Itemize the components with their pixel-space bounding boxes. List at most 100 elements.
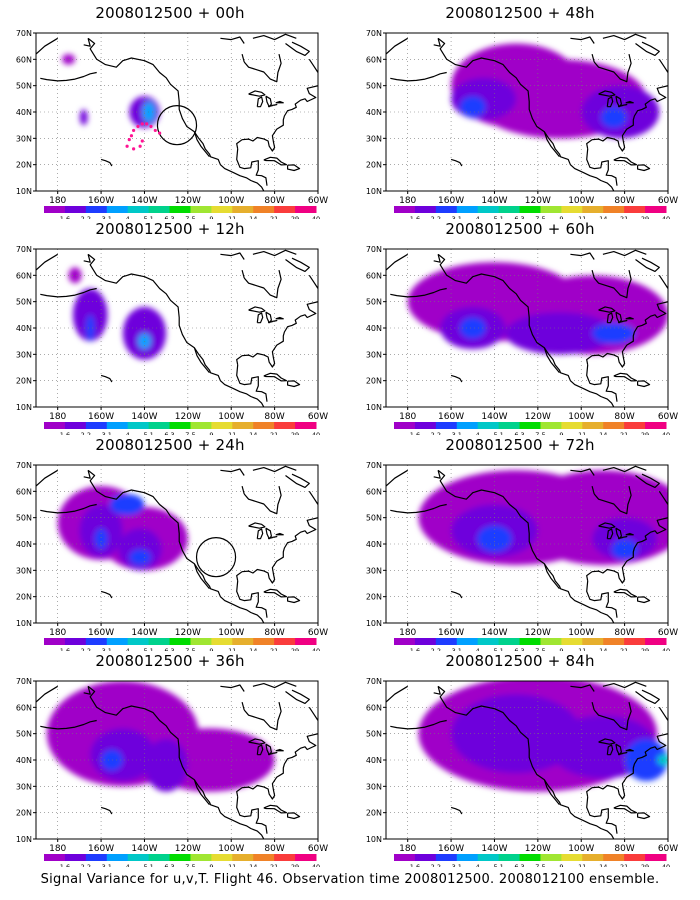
- colorbar-label: 9: [559, 863, 563, 867]
- colorbar-swatch: [211, 854, 233, 861]
- colorbar-swatch: [394, 638, 416, 645]
- colorbar-label: 14: [599, 215, 607, 219]
- coastlines: [386, 465, 668, 623]
- colorbar-swatch: [414, 854, 437, 861]
- colorbar-swatch: [582, 206, 604, 213]
- colorbar-swatch: [85, 422, 108, 429]
- lon-tick-label: 80W: [614, 628, 634, 638]
- lat-tick-label: 10N: [366, 403, 382, 412]
- lon-tick-label: 160W: [88, 196, 114, 206]
- colorbar-swatch: [64, 854, 87, 861]
- colorbar-swatch: [44, 206, 66, 213]
- lon-tick-label: 80W: [264, 628, 284, 638]
- variance-contour: [600, 106, 627, 128]
- colorbar-label: 21: [620, 431, 628, 435]
- colorbar-swatch: [624, 422, 646, 429]
- colorbar-label: 1.6: [60, 431, 70, 435]
- colorbar-swatch: [64, 422, 87, 429]
- lon-tick-label: 140W: [481, 844, 507, 854]
- colorbar-swatch: [44, 854, 66, 861]
- colorbar-label: 6.3: [164, 863, 174, 867]
- colorbar-swatch: [169, 638, 191, 645]
- forecast-panel-12h: 2008012500 + 12h 10N 20N 30N 40N 50N 60N 70N 180…: [0, 220, 340, 436]
- coastlines: [36, 33, 318, 191]
- lat-tick-label: 20N: [16, 161, 32, 170]
- lat-tick-label: 60N: [366, 55, 382, 64]
- colorbar-label: 14: [599, 647, 607, 651]
- forecast-panel-84h: 2008012500 + 84h 10N 20N 30N 40N 50N 60N 70N 180…: [350, 652, 690, 868]
- colorbar-label: 9: [559, 431, 563, 435]
- lon-tick-label: 140W: [131, 844, 157, 854]
- colorbar: 1.6 2.2 3.1 4 5.1 6.3 7.5 9 11 14 21 29 40: [44, 206, 320, 219]
- lat-tick-label: 20N: [16, 377, 32, 386]
- colorbar-label: 29: [291, 215, 299, 219]
- lon-tick-label: 80W: [264, 844, 284, 854]
- lon-tick-label: 60W: [658, 844, 678, 854]
- colorbar-swatch: [477, 638, 500, 645]
- colorbar: 1.6 2.2 3.1 4 5.1 6.3 7.5 9 11 14 21 29 40: [44, 638, 320, 651]
- lat-tick-label: 40N: [16, 108, 32, 117]
- colorbar-swatch: [148, 422, 171, 429]
- variance-contour: [109, 493, 145, 516]
- colorbar-label: 3.1: [452, 647, 462, 651]
- colorbar-swatch: [561, 854, 583, 861]
- colorbar-swatch: [85, 206, 108, 213]
- lon-tick-label: 160W: [438, 628, 464, 638]
- colorbar-swatch: [295, 206, 317, 213]
- colorbar-label: 11: [578, 863, 586, 867]
- colorbar-label: 7.5: [535, 647, 545, 651]
- lon-tick-label: 80W: [614, 844, 634, 854]
- colorbar-label: 3.1: [452, 215, 462, 219]
- lat-tick-label: 30N: [16, 350, 32, 359]
- flight-track-point: [138, 144, 142, 148]
- flight-track-point: [129, 134, 134, 138]
- lon-tick-label: 120W: [525, 412, 551, 422]
- lat-tick-label: 50N: [16, 82, 32, 91]
- variance-contour: [101, 749, 123, 771]
- colorbar-swatch: [645, 854, 667, 861]
- colorbar-swatch: [603, 422, 625, 429]
- colorbar-label: 4: [476, 647, 480, 651]
- colorbar-swatch: [456, 854, 479, 861]
- lon-tick-label: 80W: [264, 412, 284, 422]
- colorbar-label: 1.6: [410, 647, 420, 651]
- colorbar-swatch: [624, 206, 646, 213]
- variance-contour: [79, 109, 88, 126]
- colorbar-swatch: [394, 854, 416, 861]
- lat-tick-label: 20N: [366, 809, 382, 818]
- colorbar-swatch: [127, 206, 150, 213]
- colorbar: 1.6 2.2 3.1 4 5.1 6.3 7.5 9 11 14 21 29 40: [394, 422, 670, 435]
- lon-tick-label: 80W: [614, 196, 634, 206]
- colorbar-swatch: [64, 638, 87, 645]
- colorbar-label: 4: [126, 863, 130, 867]
- colorbar-swatch: [414, 422, 437, 429]
- lat-tick-label: 60N: [16, 487, 32, 496]
- lat-tick-label: 50N: [366, 82, 382, 91]
- lat-tick-label: 30N: [16, 134, 32, 143]
- colorbar-label: 1.6: [60, 215, 70, 219]
- colorbar-label: 6.3: [164, 647, 174, 651]
- colorbar-swatch: [498, 854, 521, 861]
- colorbar-swatch: [394, 422, 416, 429]
- lon-tick-label: 160W: [88, 844, 114, 854]
- colorbar-swatch: [44, 638, 66, 645]
- colorbar-swatch: [498, 206, 521, 213]
- flight-track-point: [136, 124, 140, 129]
- colorbar-label: 5.1: [493, 863, 503, 867]
- lat-tick-label: 50N: [16, 298, 32, 307]
- colorbar-label: 2.2: [81, 863, 91, 867]
- colorbar-label: 5.1: [143, 863, 153, 867]
- colorbar-label: 1.6: [410, 863, 420, 867]
- colorbar-swatch: [85, 854, 108, 861]
- lon-tick-label: 120W: [525, 844, 551, 854]
- flight-track-point: [127, 138, 131, 142]
- colorbar-label: 2.2: [81, 647, 91, 651]
- panel-title: 2008012500 + 72h: [445, 436, 595, 454]
- colorbar-swatch: [603, 854, 625, 861]
- colorbar-swatch: [456, 422, 479, 429]
- colorbar-swatch: [232, 422, 254, 429]
- colorbar-label: 4: [476, 431, 480, 435]
- colorbar-label: 4: [126, 215, 130, 219]
- colorbar-swatch: [295, 638, 317, 645]
- colorbar-swatch: [582, 422, 604, 429]
